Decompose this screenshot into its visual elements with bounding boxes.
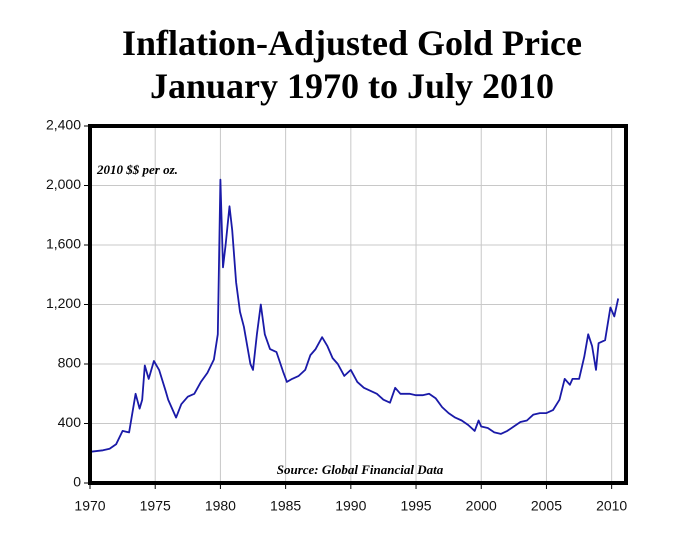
- plot-frame: [88, 124, 628, 485]
- x-tick-label: 1970: [74, 498, 105, 514]
- x-tick-label: 2000: [466, 498, 497, 514]
- y-tick-label: 1,600: [46, 236, 81, 252]
- x-tick-label: 1985: [270, 498, 301, 514]
- x-tick-label: 1995: [400, 498, 431, 514]
- x-tick-label: 1990: [335, 498, 366, 514]
- x-tick-label: 2010: [596, 498, 627, 514]
- y-tick-label: 400: [58, 414, 82, 430]
- y-tick-label: 1,200: [46, 295, 81, 311]
- y-tick-label: 800: [58, 355, 82, 371]
- chart-subtitle: January 1970 to July 2010: [150, 66, 554, 106]
- annotation: 2010 $$ per oz.: [96, 162, 178, 177]
- y-tick-label: 2,400: [46, 117, 81, 133]
- x-tick-label: 1975: [140, 498, 171, 514]
- y-tick-label: 0: [73, 474, 81, 490]
- chart-title: Inflation-Adjusted Gold Price: [122, 23, 582, 63]
- annotation: Source: Global Financial Data: [277, 462, 444, 477]
- x-tick-label: 1980: [205, 498, 236, 514]
- y-tick-label: 2,000: [46, 176, 81, 192]
- data-line: [89, 178, 620, 453]
- x-tick-label: 2005: [531, 498, 562, 514]
